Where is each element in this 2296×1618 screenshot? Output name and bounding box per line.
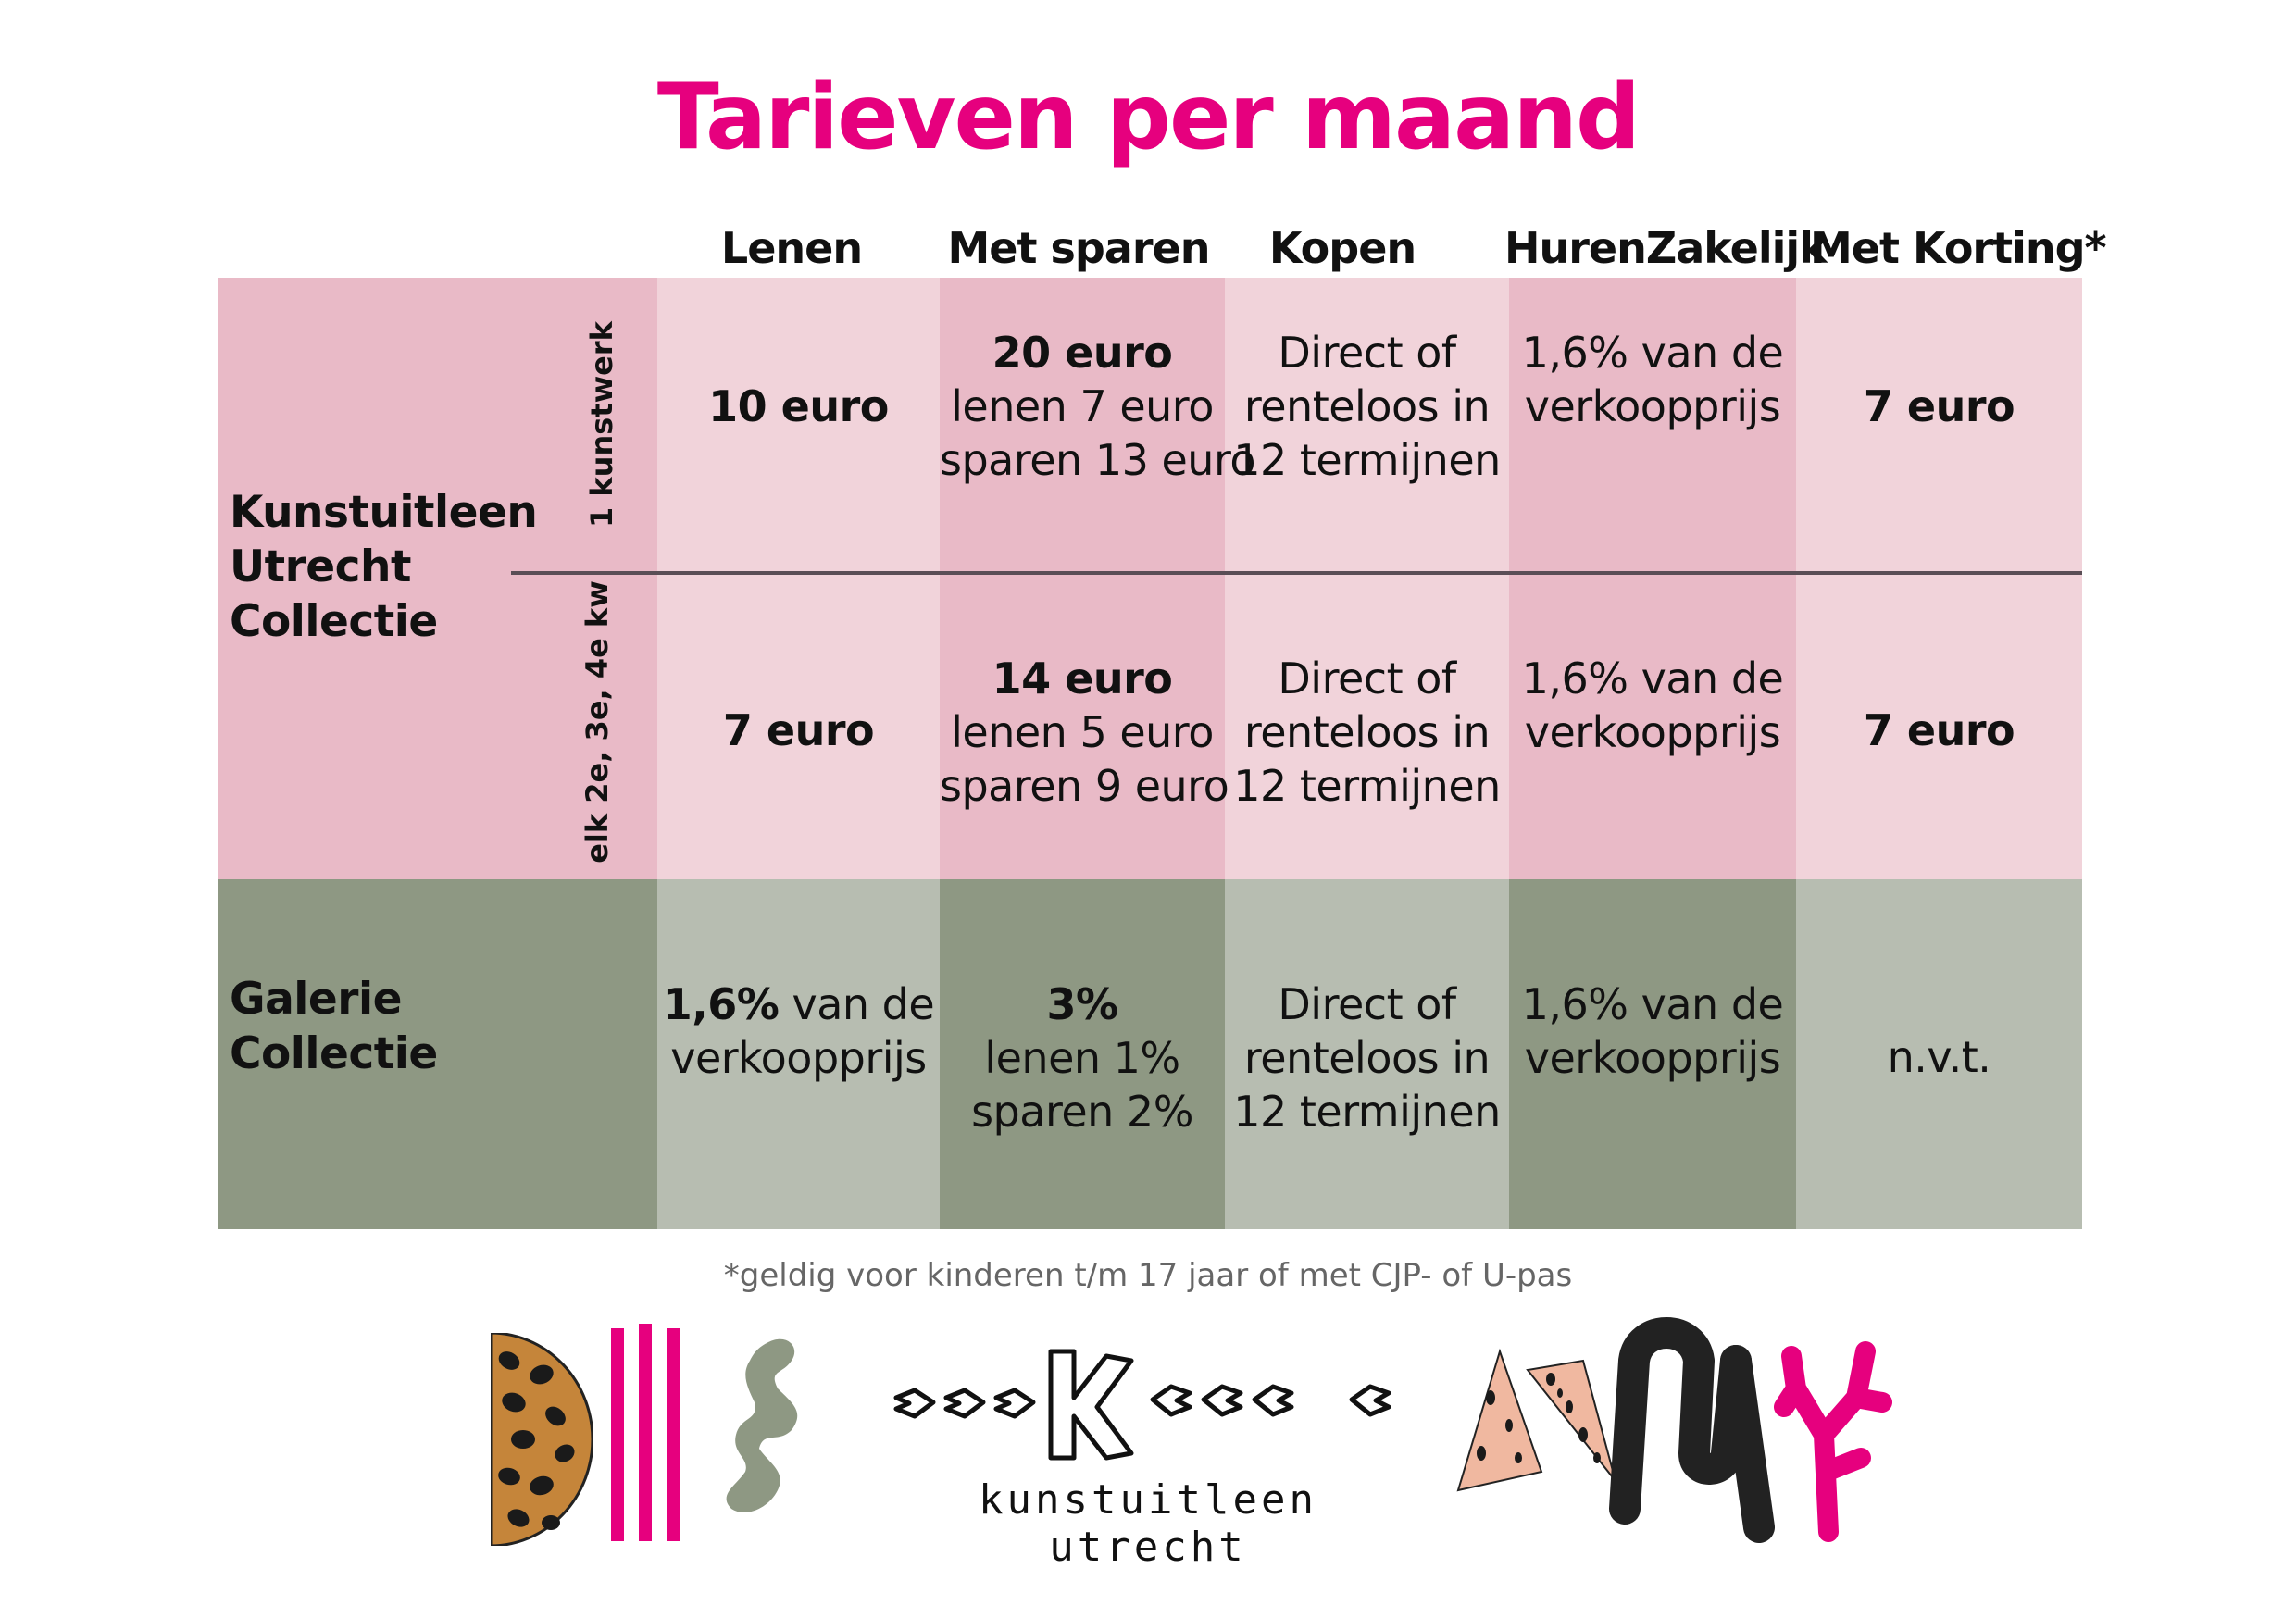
kunstuitleen-logo-icon [893,1349,1391,1461]
cell-r2-kopen: Direct of renteloos in 12 termijnen [1233,653,1501,811]
dotted-triangles-icon [1456,1348,1616,1492]
column-header-kopen: Kopen [1268,223,1416,273]
black-squiggle-icon [1609,1317,1775,1543]
col-bg-sparen-green [940,879,1225,1229]
col-bg-huren-green [1509,879,1796,1229]
green-squiggle-icon [726,1338,798,1512]
cell-r3-lenen: 1,6% van de verkoopprijs [662,979,935,1083]
cell-r1-korting: 7 euro [1863,381,2015,431]
sublabel-elk-volgend-kunstwerk: elk 2e, 3e, 4e kw [580,580,615,864]
cell-r3-sparen: 3% lenen 1% sparen 2% [971,979,1193,1137]
leopard-half-circle-icon [491,1333,593,1546]
row-header-bg-galerie [218,879,657,1229]
cell-r1-kopen: Direct of renteloos in 12 termijnen [1233,328,1501,485]
column-header-huren-zakelijk: HurenZakelijk [1504,223,1828,273]
col-bg-huren-pink [1509,278,1796,879]
row-header-galerie: Galerie Collectie [230,974,438,1079]
cell-r3-kopen: Direct of renteloos in 12 termijnen [1233,979,1501,1137]
column-header-met-sparen: Met sparen [947,223,1211,273]
cell-r3-korting: n.v.t. [1887,1032,1991,1082]
brand-name: kunstuitleen utrecht [979,1476,1317,1571]
cell-r2-sparen: 14 euro lenen 5 euro sparen 9 euro [940,653,1229,811]
row-header-kunstuitleen: Kunstuitleen Utrecht Collectie [230,487,538,647]
cell-r1-huren: 1,6% van de verkoopprijs [1521,328,1784,431]
col-bg-lenen-green [657,879,940,1229]
col-bg-lenen-pink [657,278,940,879]
col-bg-korting-green [1796,879,2082,1229]
cell-r2-korting: 7 euro [1863,705,2015,755]
sublabel-1-kunstwerk: 1 kunstwerk [584,321,619,528]
footnote: *geldig voor kinderen t/m 17 jaar of met… [723,1257,1573,1294]
cell-r1-sparen: 20 euro lenen 7 euro sparen 13 euro [940,328,1256,485]
column-header-lenen: Lenen [720,223,863,273]
magenta-coral-icon [1774,1341,1892,1542]
col-bg-sparen-pink [940,278,1225,879]
cell-r2-lenen: 7 euro [722,705,875,755]
col-bg-korting-pink [1796,278,2082,879]
row-header-bg-kunstuitleen [218,278,657,879]
cell-r1-lenen: 10 euro [708,381,889,431]
magenta-stripes-icon [611,1324,680,1541]
col-bg-kopen-pink [1225,278,1509,879]
cell-r3-huren: 1,6% van de verkoopprijs [1521,979,1784,1083]
cell-r2-huren: 1,6% van de verkoopprijs [1521,653,1784,757]
row-divider [511,571,2082,575]
col-bg-kopen-green [1225,879,1509,1229]
page-title: Tarieven per maand [656,65,1641,170]
column-header-met-korting: Met Korting* [1810,223,2107,273]
